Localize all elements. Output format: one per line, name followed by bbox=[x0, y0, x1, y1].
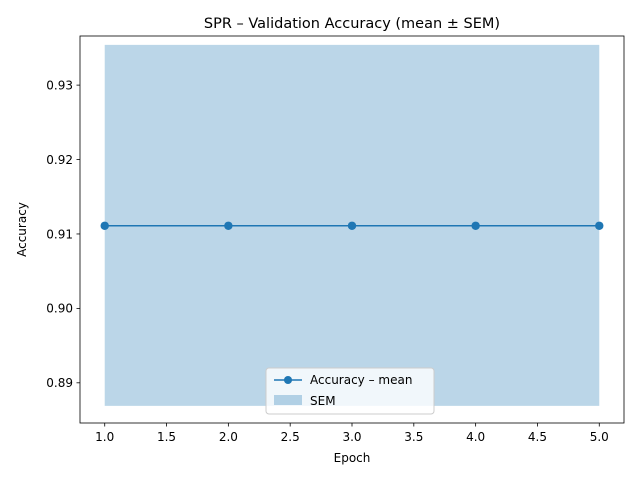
data-point-0-4 bbox=[595, 221, 604, 230]
legend-band-swatch bbox=[274, 395, 302, 405]
x-tick-label-1: 1.5 bbox=[157, 430, 176, 444]
data-point-0-2 bbox=[347, 221, 357, 230]
x-tick-label-8: 5.0 bbox=[590, 430, 609, 444]
y-tick-label-1: 0.90 bbox=[46, 302, 73, 316]
chart-title: SPR – Validation Accuracy (mean ± SEM) bbox=[204, 16, 500, 32]
x-tick-label-4: 3.0 bbox=[342, 430, 361, 444]
x-tick-label-2: 2.0 bbox=[219, 430, 238, 444]
legend: Accuracy – mean SEM bbox=[265, 367, 435, 415]
x-tick-label-6: 4.0 bbox=[466, 430, 485, 444]
y-tick-label-3: 0.92 bbox=[46, 153, 73, 167]
data-point-0-0 bbox=[100, 221, 109, 230]
y-tick-label-2: 0.91 bbox=[46, 227, 73, 241]
legend-marker-swatch bbox=[284, 376, 292, 384]
data-point-0-3 bbox=[471, 221, 480, 230]
legend-label-sem: SEM bbox=[310, 394, 336, 408]
x-tick-label-7: 4.5 bbox=[528, 430, 547, 444]
x-tick-label-3: 2.5 bbox=[281, 430, 300, 444]
legend-label-mean: Accuracy – mean bbox=[310, 373, 412, 387]
axes: 1.0 1.5 2.0 2.5 3.0 3.5 4.0 4.5 5.0 0.89 0.90 0.91 0… bbox=[46, 35, 625, 444]
y-tick-label-0: 0.89 bbox=[46, 376, 73, 390]
x-tick-label-0: 1.0 bbox=[95, 430, 114, 444]
plot-area bbox=[100, 44, 604, 406]
legend-frame bbox=[265, 367, 435, 415]
y-axis-title: Accuracy bbox=[15, 202, 29, 257]
x-axis-title: Epoch bbox=[334, 451, 371, 465]
data-point-0-1 bbox=[224, 221, 233, 230]
x-tick-label-5: 3.5 bbox=[404, 430, 423, 444]
y-tick-label-4: 0.93 bbox=[46, 78, 73, 92]
